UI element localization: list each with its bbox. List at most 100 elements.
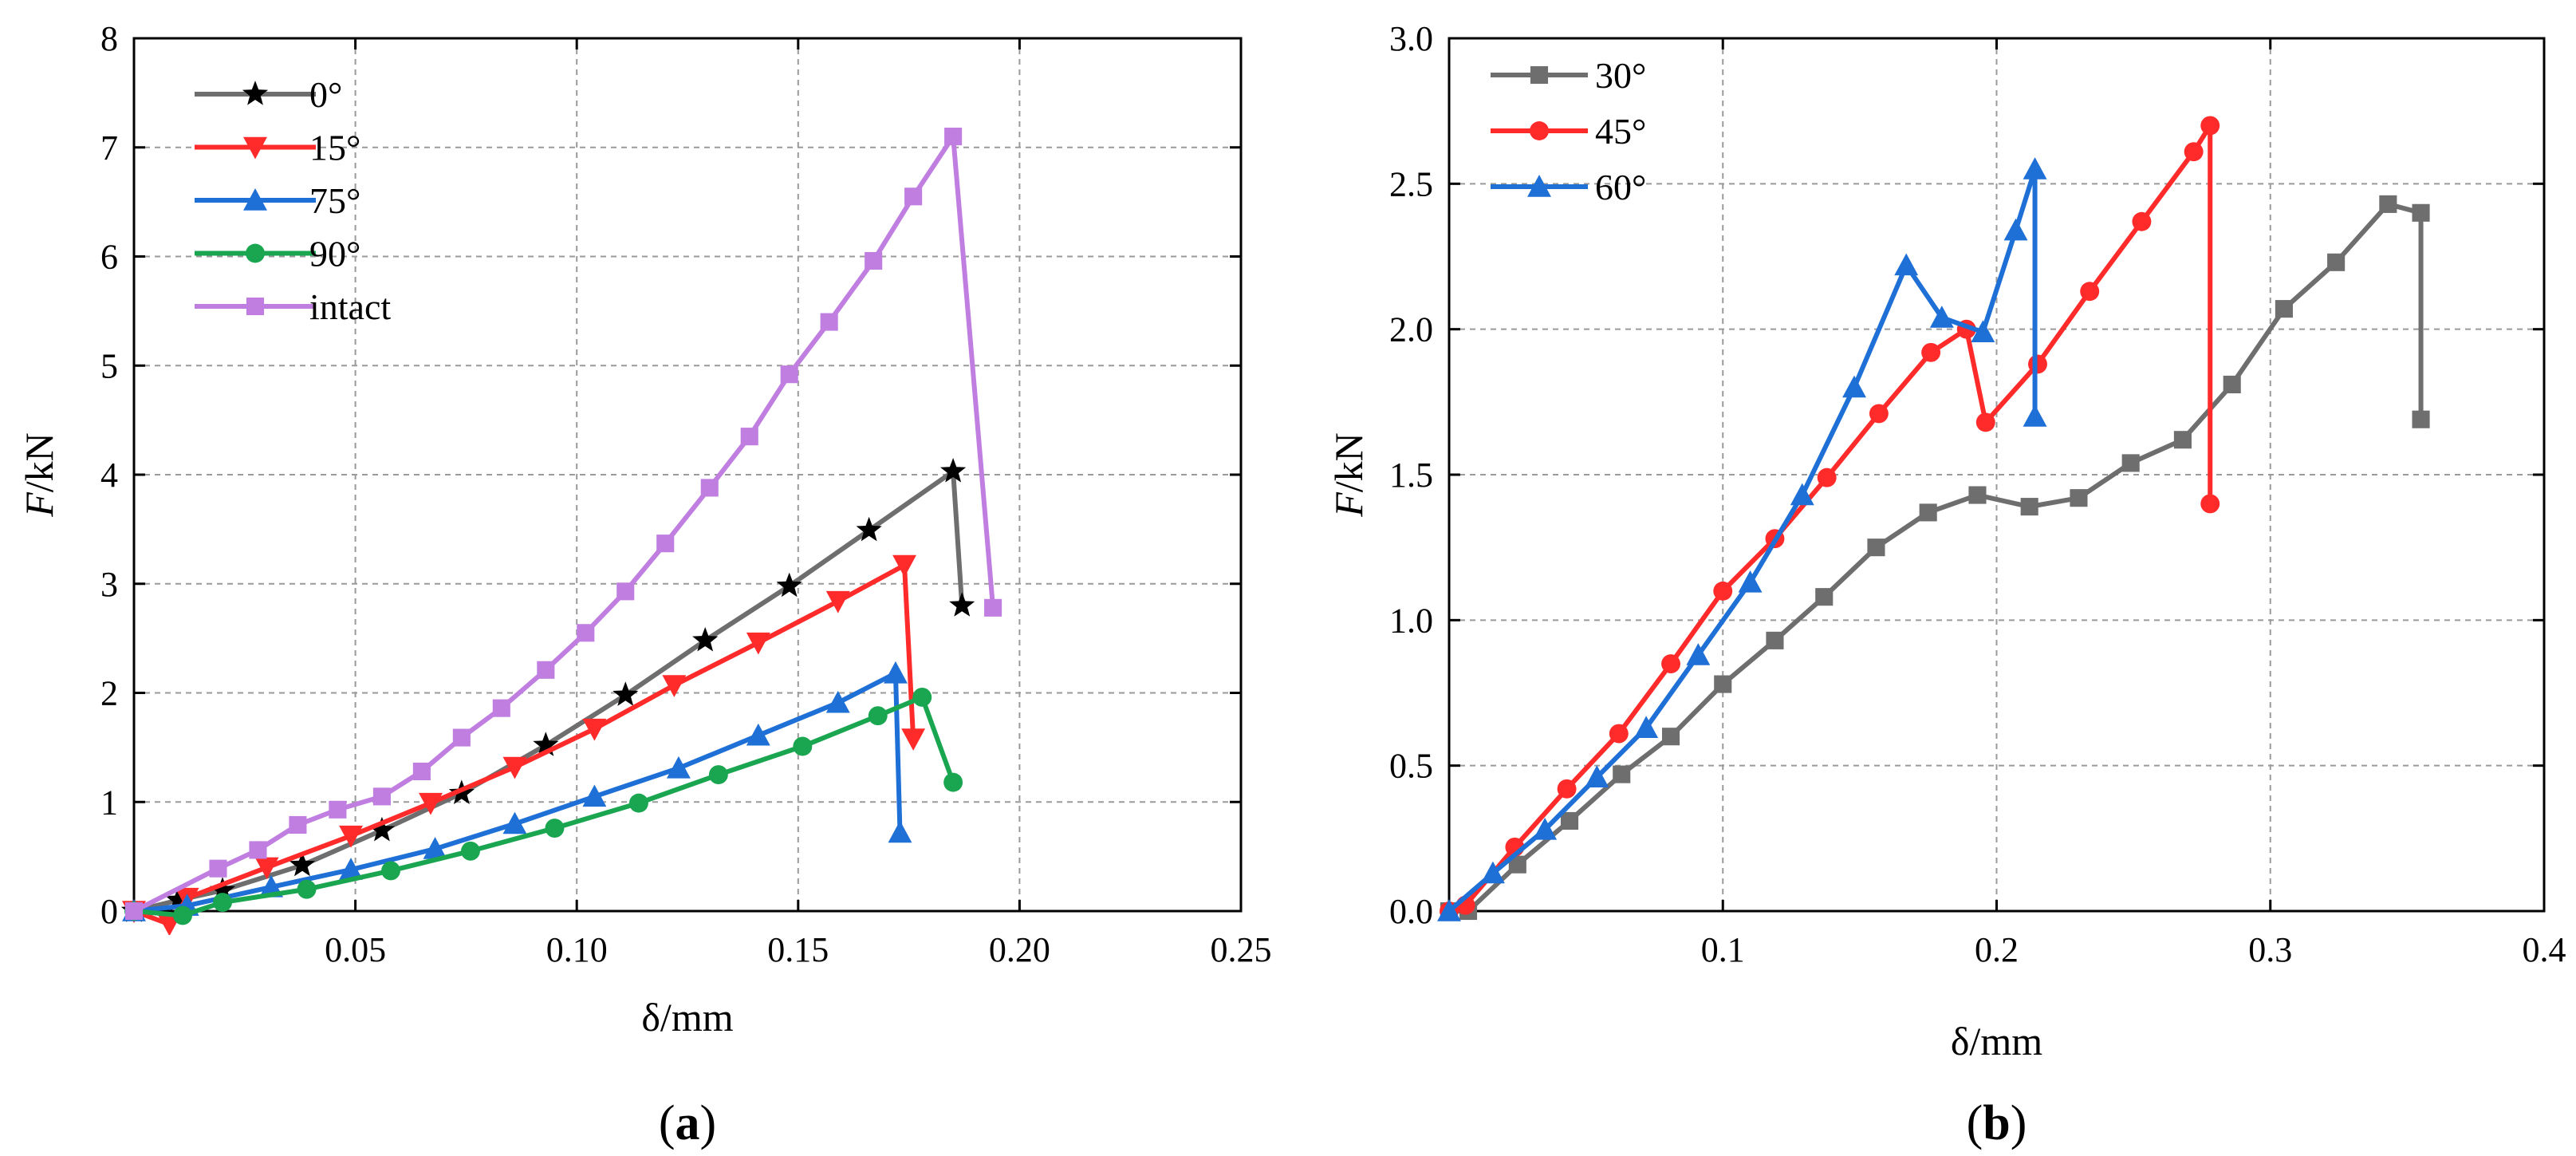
data-point [1975, 412, 1995, 432]
data-point [2184, 142, 2204, 162]
y-axis-title-unit: /kN [17, 432, 61, 492]
data-point [2379, 195, 2397, 213]
legend: 30° 45° 60° [1491, 55, 1646, 207]
data-point [780, 365, 798, 384]
y-tick-label: 2.5 [1389, 164, 1433, 203]
data-point [1929, 306, 1954, 328]
legend-label: 45° [1595, 111, 1646, 152]
legend-label: 15° [309, 128, 360, 168]
data-point [2412, 410, 2430, 428]
legend-item: 75° [195, 180, 360, 221]
legend-item: 90° [195, 234, 360, 274]
y-tick-label: 2 [100, 674, 118, 713]
data-point [165, 886, 191, 911]
legend-marker [1530, 121, 1549, 140]
data-point [2080, 282, 2100, 302]
data-point [2200, 116, 2220, 136]
data-point [1686, 643, 1711, 665]
legend-item: 45° [1491, 111, 1646, 152]
data-point [1508, 855, 1526, 874]
panel-label-letter: a [676, 1096, 700, 1150]
series-line [1447, 167, 2038, 913]
data-point [825, 690, 850, 713]
series-line [132, 670, 903, 913]
legend-marker [246, 297, 265, 316]
data-point [776, 572, 802, 598]
data-point [940, 458, 967, 483]
data-point [213, 893, 233, 913]
data-point [1766, 631, 1784, 649]
data-point [339, 858, 363, 880]
legend-marker [242, 81, 269, 105]
y-tick-label: 6 [100, 238, 118, 277]
data-point [533, 732, 559, 756]
data-point [492, 699, 510, 717]
data-point [1738, 570, 1763, 593]
x-tick-label: 0.3 [2248, 930, 2292, 969]
data-point [865, 251, 883, 270]
data-point [656, 535, 675, 553]
legend-item: intact [195, 286, 391, 327]
y-tick-label: 0 [100, 892, 118, 931]
data-point [793, 736, 813, 756]
data-point [2028, 354, 2047, 374]
data-point [1790, 483, 1814, 506]
data-point [2132, 211, 2152, 231]
data-point [1437, 899, 1461, 921]
y-axis-title-symbol: F [1326, 492, 1371, 518]
x-tick-label: 0.2 [1975, 930, 2019, 969]
data-point [1919, 503, 1937, 522]
y-tick-label: 3 [100, 565, 118, 604]
legend-label: 75° [309, 180, 360, 221]
legend-item: 0° [195, 74, 342, 115]
data-point [1661, 654, 1680, 673]
legend-label: 60° [1595, 167, 1646, 207]
chart-panel-b: 0.1 0.2 0.3 0.4 0.0 0.5 1.0 1.5 2.0 2.5 3.0 δ/mm F/k… [1326, 19, 2566, 1150]
data-point [825, 590, 850, 614]
axis-ticks: 0.1 0.2 0.3 0.4 0.0 0.5 1.0 1.5 2.0 2.5 3.0 [1389, 19, 2566, 969]
data-point [582, 784, 607, 807]
data-point [1968, 486, 1987, 504]
data-point [173, 905, 193, 925]
data-point [912, 688, 932, 707]
data-point [2412, 203, 2430, 222]
data-point [372, 787, 391, 806]
data-point [662, 675, 687, 697]
data-point [944, 128, 963, 146]
data-point [740, 428, 758, 446]
data-point [289, 851, 315, 877]
data-point [210, 877, 236, 902]
legend-item: 15° [195, 128, 360, 168]
data-point [2173, 431, 2192, 449]
series-intact-group [124, 128, 1002, 921]
data-point [339, 825, 363, 848]
y-tick-label: 1.5 [1389, 456, 1433, 495]
x-tick-label: 0.1 [1701, 930, 1745, 969]
y-tick-label: 5 [100, 346, 118, 385]
y-tick-label: 0.5 [1389, 747, 1433, 786]
series-45-group [1440, 116, 2220, 921]
y-tick-label: 3.0 [1389, 19, 1433, 58]
data-point [124, 902, 144, 921]
data-point [1613, 765, 1631, 783]
data-point [616, 582, 635, 601]
data-point [1560, 811, 1579, 831]
x-axis-title: δ/mm [1951, 1019, 2042, 1063]
data-point [708, 765, 728, 785]
series-0-group [120, 458, 975, 922]
gridlines [1449, 38, 2544, 911]
data-point [612, 681, 639, 706]
data-point [381, 861, 400, 881]
data-point [2275, 300, 2293, 318]
data-point [368, 816, 395, 842]
data-point [289, 815, 307, 834]
x-tick-label: 0.05 [325, 930, 386, 969]
data-point [1557, 779, 1577, 799]
data-point [820, 313, 838, 331]
data-point [949, 592, 975, 617]
gridlines [134, 38, 1241, 911]
legend-item: 30° [1491, 55, 1646, 96]
legend-label: 90° [309, 234, 360, 274]
data-point [537, 661, 555, 679]
data-point [1867, 539, 1885, 557]
